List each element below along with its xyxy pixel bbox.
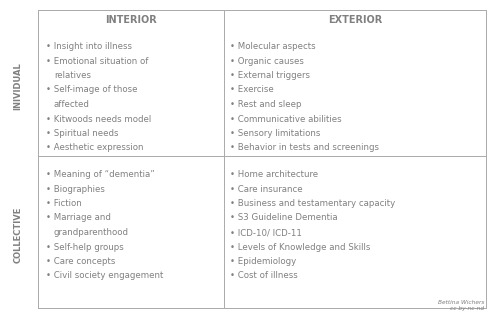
Text: • Care insurance: • Care insurance <box>229 184 302 193</box>
Text: Bettina Wichers
cc by-nc-nd: Bettina Wichers cc by-nc-nd <box>437 300 483 311</box>
Text: EXTERIOR: EXTERIOR <box>327 15 381 25</box>
Text: • Emotional situation of: • Emotional situation of <box>46 57 148 66</box>
Text: • Home architecture: • Home architecture <box>229 170 318 179</box>
Text: • Civil society engagement: • Civil society engagement <box>46 272 163 280</box>
Text: grandparenthood: grandparenthood <box>54 228 129 237</box>
Text: • Levels of Knowledge and Skills: • Levels of Knowledge and Skills <box>229 243 369 252</box>
Text: • Meaning of “dementia”: • Meaning of “dementia” <box>46 170 154 179</box>
Text: • Communicative abilities: • Communicative abilities <box>229 114 341 123</box>
Text: • Aesthetic expression: • Aesthetic expression <box>46 143 143 153</box>
Text: • S3 Guideline Dementia: • S3 Guideline Dementia <box>229 213 337 223</box>
Text: • Self-help groups: • Self-help groups <box>46 243 123 252</box>
Text: • Kitwoods needs model: • Kitwoods needs model <box>46 114 151 123</box>
Text: • Epidemiology: • Epidemiology <box>229 257 296 266</box>
Text: • Cost of illness: • Cost of illness <box>229 272 297 280</box>
Text: • Marriage and: • Marriage and <box>46 213 111 223</box>
Text: relatives: relatives <box>54 71 91 80</box>
Text: • Fiction: • Fiction <box>46 199 81 208</box>
Text: • ICD-10/ ICD-11: • ICD-10/ ICD-11 <box>229 228 301 237</box>
Text: INIVIDUAL: INIVIDUAL <box>14 62 22 110</box>
Text: • Spiritual needs: • Spiritual needs <box>46 129 118 138</box>
Text: • External triggers: • External triggers <box>229 71 309 80</box>
Text: • Care concepts: • Care concepts <box>46 257 115 266</box>
Text: • Insight into illness: • Insight into illness <box>46 42 132 51</box>
Text: COLLECTIVE: COLLECTIVE <box>14 207 22 263</box>
Text: • Behavior in tests and screenings: • Behavior in tests and screenings <box>229 143 378 153</box>
Text: • Biographies: • Biographies <box>46 184 104 193</box>
Text: • Exercise: • Exercise <box>229 86 273 94</box>
Text: • Rest and sleep: • Rest and sleep <box>229 100 301 109</box>
Text: • Molecular aspects: • Molecular aspects <box>229 42 315 51</box>
Text: • Organic causes: • Organic causes <box>229 57 303 66</box>
Text: • Business and testamentary capacity: • Business and testamentary capacity <box>229 199 394 208</box>
Text: • Sensory limitations: • Sensory limitations <box>229 129 320 138</box>
Text: • Self-image of those: • Self-image of those <box>46 86 137 94</box>
Text: affected: affected <box>54 100 90 109</box>
Text: INTERIOR: INTERIOR <box>105 15 157 25</box>
